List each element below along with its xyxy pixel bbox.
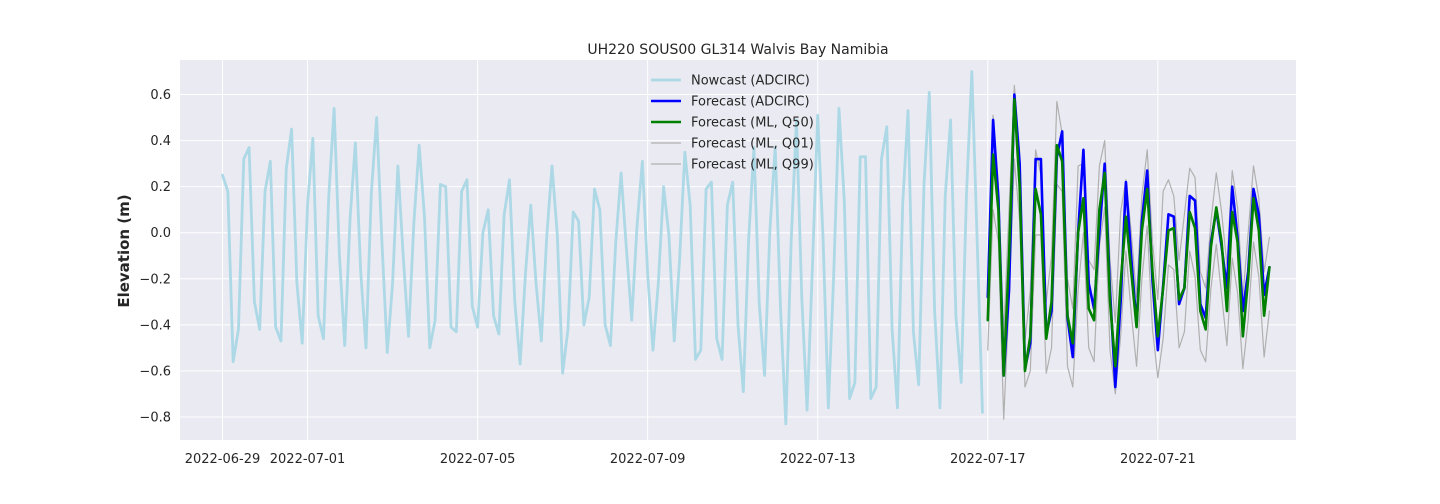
series-line-0 xyxy=(221,70,984,426)
x-tick-label: 2022-07-01 xyxy=(270,452,346,467)
grid xyxy=(180,60,1296,440)
legend-label: Forecast (ADCIRC) xyxy=(691,95,810,110)
y-ticks: 0.6 0.4 0.2 0.0 −0.2 −0.4 −0.6 −0.8 xyxy=(139,88,171,425)
y-axis-label: Elevation (m) xyxy=(115,194,133,307)
y-tick-label: −0.4 xyxy=(139,318,171,333)
y-tick-label: −0.2 xyxy=(139,272,171,287)
y-tick-label: 0.0 xyxy=(150,226,171,241)
series-layer xyxy=(221,70,1271,426)
y-tick-label: 0.6 xyxy=(150,88,171,103)
y-tick-label: −0.6 xyxy=(139,364,171,379)
legend-label: Forecast (ML, Q99) xyxy=(691,158,814,173)
y-tick-label: −0.8 xyxy=(139,410,171,425)
x-tick-label: 2022-07-17 xyxy=(950,452,1026,467)
y-tick-label: 0.4 xyxy=(150,134,171,149)
legend-label: Forecast (ML, Q01) xyxy=(691,137,814,152)
x-tick-label: 2022-06-29 xyxy=(185,452,261,467)
legend-label: Forecast (ML, Q50) xyxy=(691,116,814,131)
x-ticks: 2022-06-29 2022-07-01 2022-07-05 2022-07-09… xyxy=(185,452,1196,467)
legend: Nowcast (ADCIRC) Forecast (ADCIRC) Forecas… xyxy=(651,74,814,173)
x-tick-label: 2022-07-21 xyxy=(1120,452,1196,467)
series-line-2 xyxy=(986,97,1271,377)
x-tick-label: 2022-07-05 xyxy=(440,452,516,467)
x-tick-label: 2022-07-09 xyxy=(610,452,686,467)
x-tick-label: 2022-07-13 xyxy=(780,452,856,467)
chart-title: UH220 SOUS00 GL314 Walvis Bay Namibia xyxy=(587,42,888,58)
series-line-3 xyxy=(987,158,1271,420)
y-tick-label: 0.2 xyxy=(150,180,171,195)
legend-label: Nowcast (ADCIRC) xyxy=(691,74,810,89)
